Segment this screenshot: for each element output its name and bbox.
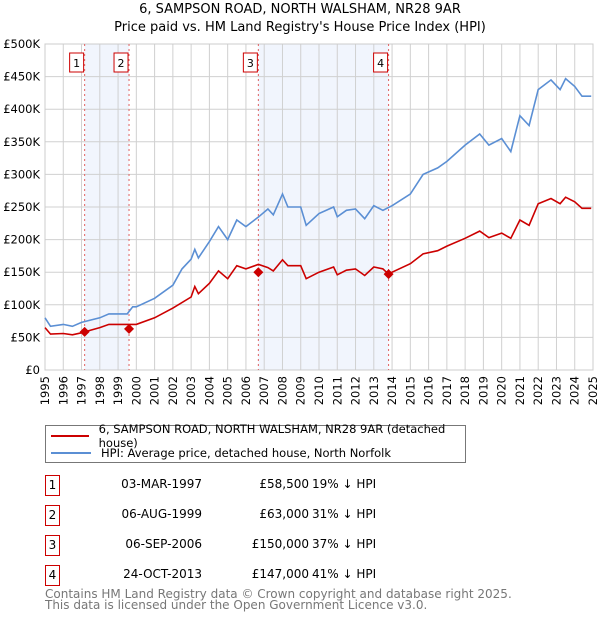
- x-tick-label: 2005: [221, 376, 235, 405]
- x-tick-label: 2014: [385, 376, 399, 405]
- x-tick-label: 1997: [75, 376, 89, 405]
- x-tick-label: 2020: [495, 376, 509, 405]
- sale-label: 4: [377, 57, 384, 70]
- sale-label: 2: [118, 57, 125, 70]
- x-tick-label: 2006: [239, 376, 253, 405]
- sale-label-box: [242, 52, 258, 73]
- sale-point: [79, 326, 90, 337]
- hpi-difference: 41% ↓ HPI: [312, 567, 377, 581]
- x-tick-label: 1999: [111, 376, 125, 405]
- sale-number-badge: 2: [45, 505, 60, 526]
- sale-label-box: [113, 52, 129, 73]
- y-tick-label: £450K: [3, 70, 40, 84]
- y-tick-label: £50K: [11, 330, 41, 344]
- footer-line: This data is licensed under the Open Gov…: [45, 598, 428, 612]
- x-tick-label: 1996: [56, 376, 70, 405]
- x-tick-label: 2000: [129, 376, 143, 405]
- x-tick-label: 2015: [403, 376, 417, 405]
- sale-price: £150,000: [251, 537, 309, 551]
- x-tick-label: 2010: [312, 376, 326, 405]
- y-tick-label: £400K: [3, 102, 40, 116]
- sale-number-badge: 1: [45, 475, 60, 496]
- table-row: 2 06-AUG-1999 £63,000 31% ↓ HPI: [45, 505, 545, 526]
- y-tick-label: £100K: [3, 298, 40, 312]
- x-tick-label: 2021: [513, 376, 527, 405]
- sale-label-box: [373, 52, 389, 73]
- sale-date: 03-MAR-1997: [121, 477, 202, 491]
- sale-date: 06-AUG-1999: [121, 507, 203, 521]
- x-tick-label: 1995: [38, 376, 52, 405]
- red-line-swatch: [51, 435, 89, 437]
- x-tick-label: 2016: [422, 376, 436, 405]
- hpi-difference: 19% ↓ HPI: [312, 477, 377, 491]
- chart-title: 6, SAMPSON ROAD, NORTH WALSHAM, NR28 9AR: [139, 2, 461, 17]
- x-tick-label: 2022: [531, 376, 545, 405]
- sale-label-box: [69, 52, 85, 73]
- footer: Contains HM Land Registry data © Crown c…: [45, 587, 512, 612]
- x-tick-label: 2017: [440, 376, 454, 405]
- table-row: 3 06-SEP-2006 £150,000 37% ↓ HPI: [45, 535, 545, 556]
- chart-subtitle: Price paid vs. HM Land Registry's House …: [114, 20, 486, 35]
- sale-label: 3: [247, 57, 254, 70]
- x-tick-label: 2018: [458, 376, 472, 405]
- x-tick-label: 2013: [367, 376, 381, 405]
- legend-item-hpi: HPI: Average price, detached house, Nort…: [46, 445, 391, 461]
- plot-border: [44, 43, 594, 371]
- sale-point: [253, 267, 264, 278]
- sale-point: [383, 269, 394, 280]
- hpi-difference: 37% ↓ HPI: [312, 537, 377, 551]
- sale-price: £147,000: [251, 567, 309, 581]
- sale-label: 1: [73, 57, 80, 70]
- hpi-difference: 31% ↓ HPI: [312, 507, 377, 521]
- footer-line: Contains HM Land Registry data © Crown c…: [45, 587, 512, 601]
- x-tick-label: 2002: [166, 376, 180, 405]
- table-row: 4 24-OCT-2013 £147,000 41% ↓ HPI: [45, 565, 545, 586]
- x-tick-label: 2011: [330, 376, 344, 405]
- y-tick-label: £0: [25, 363, 40, 377]
- y-tick-label: £300K: [3, 167, 40, 181]
- sale-price: £58,500: [259, 477, 309, 491]
- table-row: 1 03-MAR-1997 £58,500 19% ↓ HPI: [45, 475, 545, 496]
- property-price-line: [44, 196, 592, 336]
- y-tick-label: £500K: [3, 37, 40, 51]
- legend: 6, SAMPSON ROAD, NORTH WALSHAM, NR28 9AR…: [45, 422, 466, 463]
- price-chart: 1995 1996 1997 1998 1999 2000 2001 2002 2003 2004…: [3, 37, 600, 405]
- x-tick-label: 2008: [275, 376, 289, 405]
- sale-point: [124, 323, 135, 334]
- y-tick-label: £200K: [3, 233, 40, 247]
- x-tick-label: 2023: [549, 376, 563, 405]
- sale-date: 06-SEP-2006: [125, 537, 202, 551]
- hpi-line: [44, 77, 592, 328]
- sale-number-badge: 4: [45, 565, 60, 586]
- x-tick-label: 2024: [568, 376, 582, 405]
- y-tick-label: £350K: [3, 135, 40, 149]
- legend-item-property: 6, SAMPSON ROAD, NORTH WALSHAM, NR28 9AR…: [46, 422, 465, 450]
- legend-label: HPI: Average price, detached house, Nort…: [101, 446, 392, 460]
- y-tick-label: £250K: [3, 200, 40, 214]
- legend-label: 6, SAMPSON ROAD, NORTH WALSHAM, NR28 9AR…: [98, 422, 446, 450]
- sale-price: £63,000: [259, 507, 309, 521]
- x-tick-label: 2012: [349, 376, 363, 405]
- x-tick-label: 2007: [257, 376, 271, 405]
- blue-line-swatch: [51, 452, 91, 454]
- x-tick-label: 2003: [184, 376, 198, 405]
- x-tick-label: 2001: [148, 376, 162, 405]
- x-tick-label: 2019: [476, 376, 490, 405]
- sale-date: 24-OCT-2013: [123, 567, 202, 581]
- x-tick-label: 2009: [294, 376, 308, 405]
- x-tick-label: 2025: [586, 376, 600, 405]
- x-tick-label: 2004: [202, 376, 216, 405]
- sale-number-badge: 3: [45, 535, 60, 556]
- x-tick-label: 1998: [93, 376, 107, 405]
- y-tick-label: £150K: [3, 265, 40, 279]
